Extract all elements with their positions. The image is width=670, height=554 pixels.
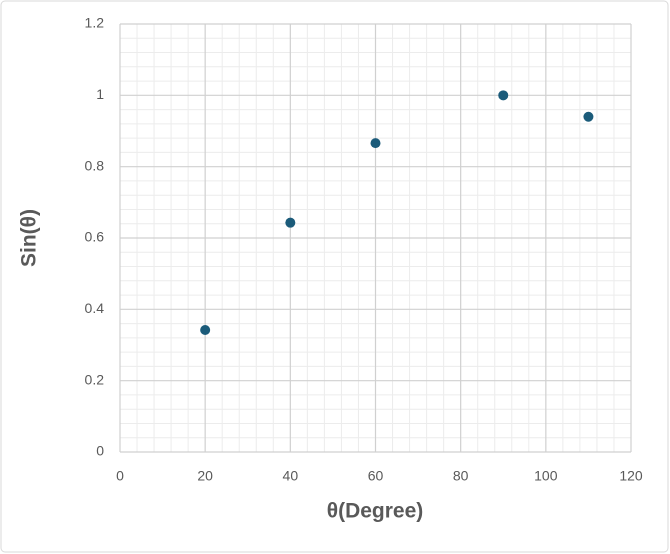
grid bbox=[119, 23, 632, 453]
y-tick-label: 0.6 bbox=[85, 229, 105, 245]
y-tick-label: 0.2 bbox=[85, 371, 105, 387]
x-tick-label: 20 bbox=[197, 468, 213, 484]
x-tick-label: 60 bbox=[368, 468, 384, 484]
y-tick-label: 0.8 bbox=[85, 157, 105, 173]
x-tick-label: 120 bbox=[619, 468, 643, 484]
x-tick-label: 100 bbox=[534, 468, 558, 484]
plot bbox=[200, 90, 594, 336]
y-tick-label: 1.2 bbox=[85, 15, 105, 31]
x-tick-label: 80 bbox=[453, 468, 469, 484]
point bbox=[498, 90, 509, 101]
point bbox=[370, 138, 381, 149]
y-tick-label: 0.4 bbox=[85, 300, 105, 316]
y-tick-label: 1 bbox=[96, 86, 104, 102]
point bbox=[583, 111, 594, 122]
x-axis-title: θ(Degree) bbox=[327, 500, 424, 523]
y-tick-label: 0 bbox=[96, 443, 104, 459]
x-tick-label: 0 bbox=[116, 468, 124, 484]
y-axis-title: Sin(θ) bbox=[18, 209, 41, 267]
point bbox=[200, 325, 211, 336]
x-tick-label: 40 bbox=[283, 468, 299, 484]
point bbox=[285, 217, 296, 228]
